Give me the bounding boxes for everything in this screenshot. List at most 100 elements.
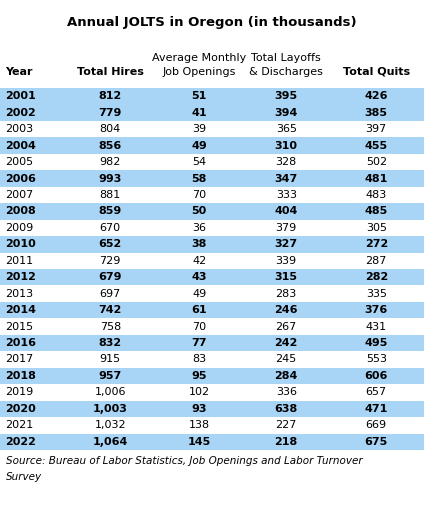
Text: 83: 83 (192, 355, 206, 364)
Text: 50: 50 (192, 206, 207, 217)
Text: 1,006: 1,006 (95, 387, 126, 398)
Text: 2002: 2002 (6, 108, 36, 118)
Text: 675: 675 (365, 437, 388, 447)
Text: 553: 553 (366, 355, 387, 364)
Bar (0, 203, 424, 220)
Text: 138: 138 (189, 421, 210, 430)
Text: 54: 54 (192, 157, 206, 167)
Text: 43: 43 (192, 272, 207, 282)
Text: 669: 669 (366, 421, 387, 430)
Text: Total Hires: Total Hires (77, 66, 144, 77)
Text: 2004: 2004 (6, 141, 36, 151)
Text: 483: 483 (365, 190, 387, 200)
Text: 729: 729 (100, 256, 121, 266)
Text: 328: 328 (276, 157, 297, 167)
Text: 2009: 2009 (6, 223, 34, 233)
Text: 957: 957 (99, 371, 122, 381)
Text: 993: 993 (98, 174, 122, 183)
Text: 471: 471 (365, 404, 388, 414)
Text: Year: Year (6, 66, 33, 77)
Text: 227: 227 (276, 421, 297, 430)
Text: 404: 404 (274, 206, 298, 217)
Bar (0, 384, 424, 401)
Text: 379: 379 (276, 223, 297, 233)
Text: 657: 657 (366, 387, 387, 398)
Text: 267: 267 (276, 321, 297, 332)
Bar (0, 286, 424, 302)
Text: 2007: 2007 (6, 190, 34, 200)
Text: 284: 284 (274, 371, 298, 381)
Text: 347: 347 (275, 174, 298, 183)
Text: 652: 652 (99, 239, 122, 249)
Text: Average Monthly: Average Monthly (152, 53, 246, 63)
Text: Annual JOLTS in Oregon (in thousands): Annual JOLTS in Oregon (in thousands) (67, 16, 357, 29)
Text: Job Openings: Job Openings (162, 66, 236, 77)
Text: 758: 758 (100, 321, 121, 332)
Text: 804: 804 (100, 124, 121, 134)
Text: 310: 310 (275, 141, 298, 151)
Text: 70: 70 (192, 190, 206, 200)
Text: 58: 58 (192, 174, 207, 183)
Text: 638: 638 (275, 404, 298, 414)
Text: 2011: 2011 (6, 256, 33, 266)
Text: 2018: 2018 (6, 371, 36, 381)
Text: 2013: 2013 (6, 289, 33, 299)
Text: 336: 336 (276, 387, 297, 398)
Text: 832: 832 (99, 338, 122, 348)
Text: 495: 495 (365, 338, 388, 348)
Text: 812: 812 (99, 91, 122, 101)
Text: 51: 51 (192, 91, 207, 101)
Text: 327: 327 (275, 239, 298, 249)
Text: 455: 455 (365, 141, 388, 151)
Text: 335: 335 (366, 289, 387, 299)
Bar (0, 368, 424, 384)
Text: 41: 41 (192, 108, 207, 118)
Text: 2017: 2017 (6, 355, 34, 364)
Bar (0, 220, 424, 236)
Text: 394: 394 (274, 108, 298, 118)
Text: 2016: 2016 (6, 338, 36, 348)
Text: 2021: 2021 (6, 421, 34, 430)
Bar (0, 433, 424, 450)
Text: 315: 315 (275, 272, 298, 282)
Text: 145: 145 (188, 437, 211, 447)
Bar (0, 170, 424, 187)
Text: 431: 431 (366, 321, 387, 332)
Bar (0, 236, 424, 252)
Text: Total Quits: Total Quits (343, 66, 410, 77)
Bar (0, 401, 424, 417)
Text: 70: 70 (192, 321, 206, 332)
Text: 481: 481 (365, 174, 388, 183)
Bar (0, 252, 424, 269)
Text: 859: 859 (99, 206, 122, 217)
Bar (0, 417, 424, 433)
Text: 395: 395 (275, 91, 298, 101)
Text: 365: 365 (276, 124, 297, 134)
Text: 39: 39 (192, 124, 206, 134)
Text: 242: 242 (274, 338, 298, 348)
Text: 606: 606 (365, 371, 388, 381)
Text: 881: 881 (100, 190, 121, 200)
Text: 2003: 2003 (6, 124, 33, 134)
Text: 283: 283 (276, 289, 297, 299)
Text: 376: 376 (365, 305, 388, 315)
Text: 426: 426 (365, 91, 388, 101)
Text: 856: 856 (99, 141, 122, 151)
Text: 305: 305 (366, 223, 387, 233)
Text: 2022: 2022 (6, 437, 36, 447)
Text: 397: 397 (365, 124, 387, 134)
Text: 697: 697 (100, 289, 121, 299)
Text: 2014: 2014 (6, 305, 36, 315)
Bar (0, 351, 424, 368)
Text: 1,003: 1,003 (93, 404, 128, 414)
Text: 95: 95 (192, 371, 207, 381)
Bar (0, 187, 424, 203)
Bar (0, 318, 424, 335)
Text: 2020: 2020 (6, 404, 36, 414)
Text: 1,032: 1,032 (95, 421, 126, 430)
Text: 49: 49 (192, 289, 206, 299)
Text: 339: 339 (276, 256, 297, 266)
Text: 282: 282 (365, 272, 388, 282)
Text: 385: 385 (365, 108, 388, 118)
Text: 982: 982 (100, 157, 121, 167)
